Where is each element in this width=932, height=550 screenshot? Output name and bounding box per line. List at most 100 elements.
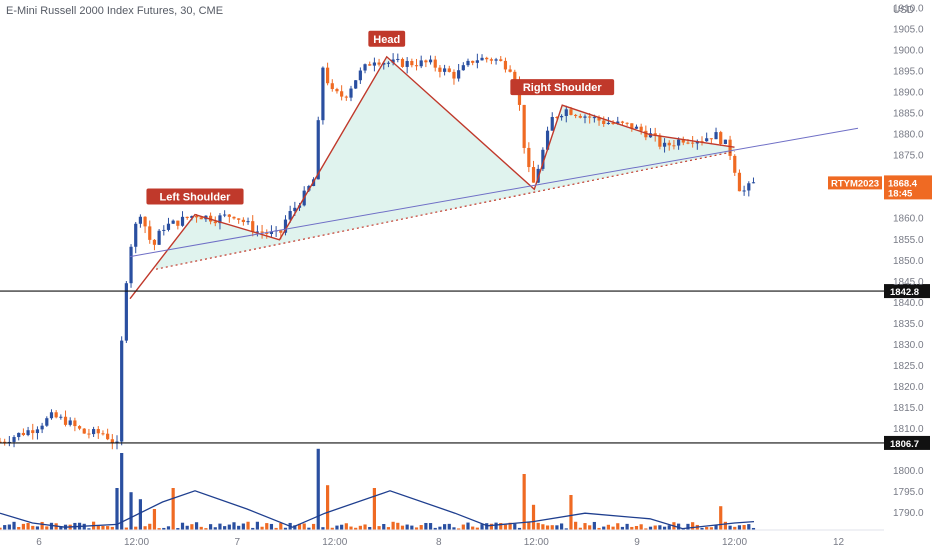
time-tick: 12:00 xyxy=(322,537,347,548)
price-tick: 1885.0 xyxy=(893,109,924,120)
volume-bar xyxy=(466,522,470,530)
candle-body xyxy=(232,216,236,219)
candle-body xyxy=(723,139,727,144)
volume-bar xyxy=(742,524,746,530)
candle-body xyxy=(279,230,283,233)
candle-body xyxy=(555,116,559,118)
volume-bar xyxy=(597,527,601,530)
candle-body xyxy=(12,437,16,442)
candle-body xyxy=(363,64,367,71)
candle-body xyxy=(73,420,77,427)
candle-body xyxy=(265,232,269,234)
candle-body xyxy=(639,126,643,131)
volume-bar xyxy=(644,528,648,530)
candle-body xyxy=(138,216,142,224)
price-tick: 1825.0 xyxy=(893,361,924,372)
candle-body xyxy=(40,425,44,430)
candle-body xyxy=(82,428,86,434)
candle-body xyxy=(705,138,709,142)
volume-bar xyxy=(40,521,44,530)
volume-bar xyxy=(569,495,573,530)
price-tick: 1795.0 xyxy=(893,487,924,498)
volume-bar xyxy=(283,527,288,530)
volume-bar xyxy=(180,522,185,530)
volume-bar xyxy=(368,527,372,530)
volume-bar xyxy=(662,526,667,530)
candle-body xyxy=(719,132,723,144)
last-price-tag xyxy=(884,175,932,200)
pattern-annotations-layer: Left Shoulder Head Right Shoulder xyxy=(146,30,615,205)
price-tick: 1845.0 xyxy=(893,277,924,288)
volume-bar xyxy=(349,526,353,530)
candle-body xyxy=(414,65,419,67)
volume-bar xyxy=(438,526,442,530)
volume-bar xyxy=(307,527,311,530)
volume-layer xyxy=(0,448,756,530)
volume-bar xyxy=(31,525,35,530)
candle-body xyxy=(461,65,465,71)
volume-bar xyxy=(129,492,133,530)
volume-bar xyxy=(344,523,348,530)
volume-bar xyxy=(400,525,405,530)
candle-body xyxy=(438,67,442,72)
candle-body xyxy=(251,221,255,232)
volume-bar xyxy=(494,522,498,530)
candle-body xyxy=(574,114,578,116)
volume-bar xyxy=(719,506,723,530)
candle-body xyxy=(592,117,596,119)
candle-body xyxy=(527,147,531,168)
candle-body xyxy=(96,429,100,434)
volume-bar xyxy=(513,523,517,530)
candle-body xyxy=(101,433,105,435)
volume-bar xyxy=(354,527,358,530)
candle-body xyxy=(457,70,461,79)
price-tick: 1895.0 xyxy=(893,67,924,78)
price-tick: 1840.0 xyxy=(893,298,924,309)
candle-body xyxy=(597,117,601,121)
candle-body xyxy=(124,283,128,341)
candle-body xyxy=(382,62,386,65)
candle-body xyxy=(485,57,489,60)
volume-bar xyxy=(611,526,615,530)
candle-body xyxy=(283,219,288,233)
volume-bar xyxy=(340,524,344,530)
candle-body xyxy=(0,441,2,443)
candle-body xyxy=(288,211,292,220)
volume-bar xyxy=(658,525,662,530)
volume-bar xyxy=(489,523,493,530)
candle-body xyxy=(171,220,175,224)
volume-bar xyxy=(223,526,227,530)
candle-body xyxy=(59,416,63,418)
volume-bar xyxy=(293,525,297,530)
candle-body xyxy=(180,216,185,226)
pattern-label: Right Shoulder xyxy=(523,82,603,94)
pattern-label-box xyxy=(510,79,615,96)
volume-bar xyxy=(691,522,695,530)
time-tick: 12:00 xyxy=(124,537,149,548)
volume-bar xyxy=(274,527,278,530)
volume-bar xyxy=(316,448,320,530)
price-tick: 1830.0 xyxy=(893,340,924,351)
candle-body xyxy=(391,59,395,63)
candle-body xyxy=(3,441,7,443)
candle-body xyxy=(21,432,25,436)
volume-bar xyxy=(583,523,587,530)
candle-body xyxy=(620,121,625,123)
volume-bar xyxy=(45,526,49,530)
volume-bar xyxy=(527,522,531,530)
price-axis-layer: 1790.0 1795.0 1800.0 1810.0 1815.0 1820.0 1825… xyxy=(828,3,932,519)
volume-bar xyxy=(574,521,578,530)
price-tick: 1855.0 xyxy=(893,235,924,246)
level-price-tag xyxy=(884,435,930,450)
volume-bar xyxy=(372,488,376,530)
candle-body xyxy=(166,223,171,230)
pattern-line xyxy=(129,55,735,300)
volume-bar xyxy=(424,522,428,530)
pattern-lines-layer xyxy=(129,55,859,300)
candle-body xyxy=(213,221,217,224)
volume-bar xyxy=(405,524,409,530)
time-axis-layer: 6 12:00 7 12:00 8 12:00 9 12:00 12 xyxy=(0,529,884,548)
volume-bar xyxy=(26,523,30,530)
price-tick: 1820.0 xyxy=(893,382,924,393)
